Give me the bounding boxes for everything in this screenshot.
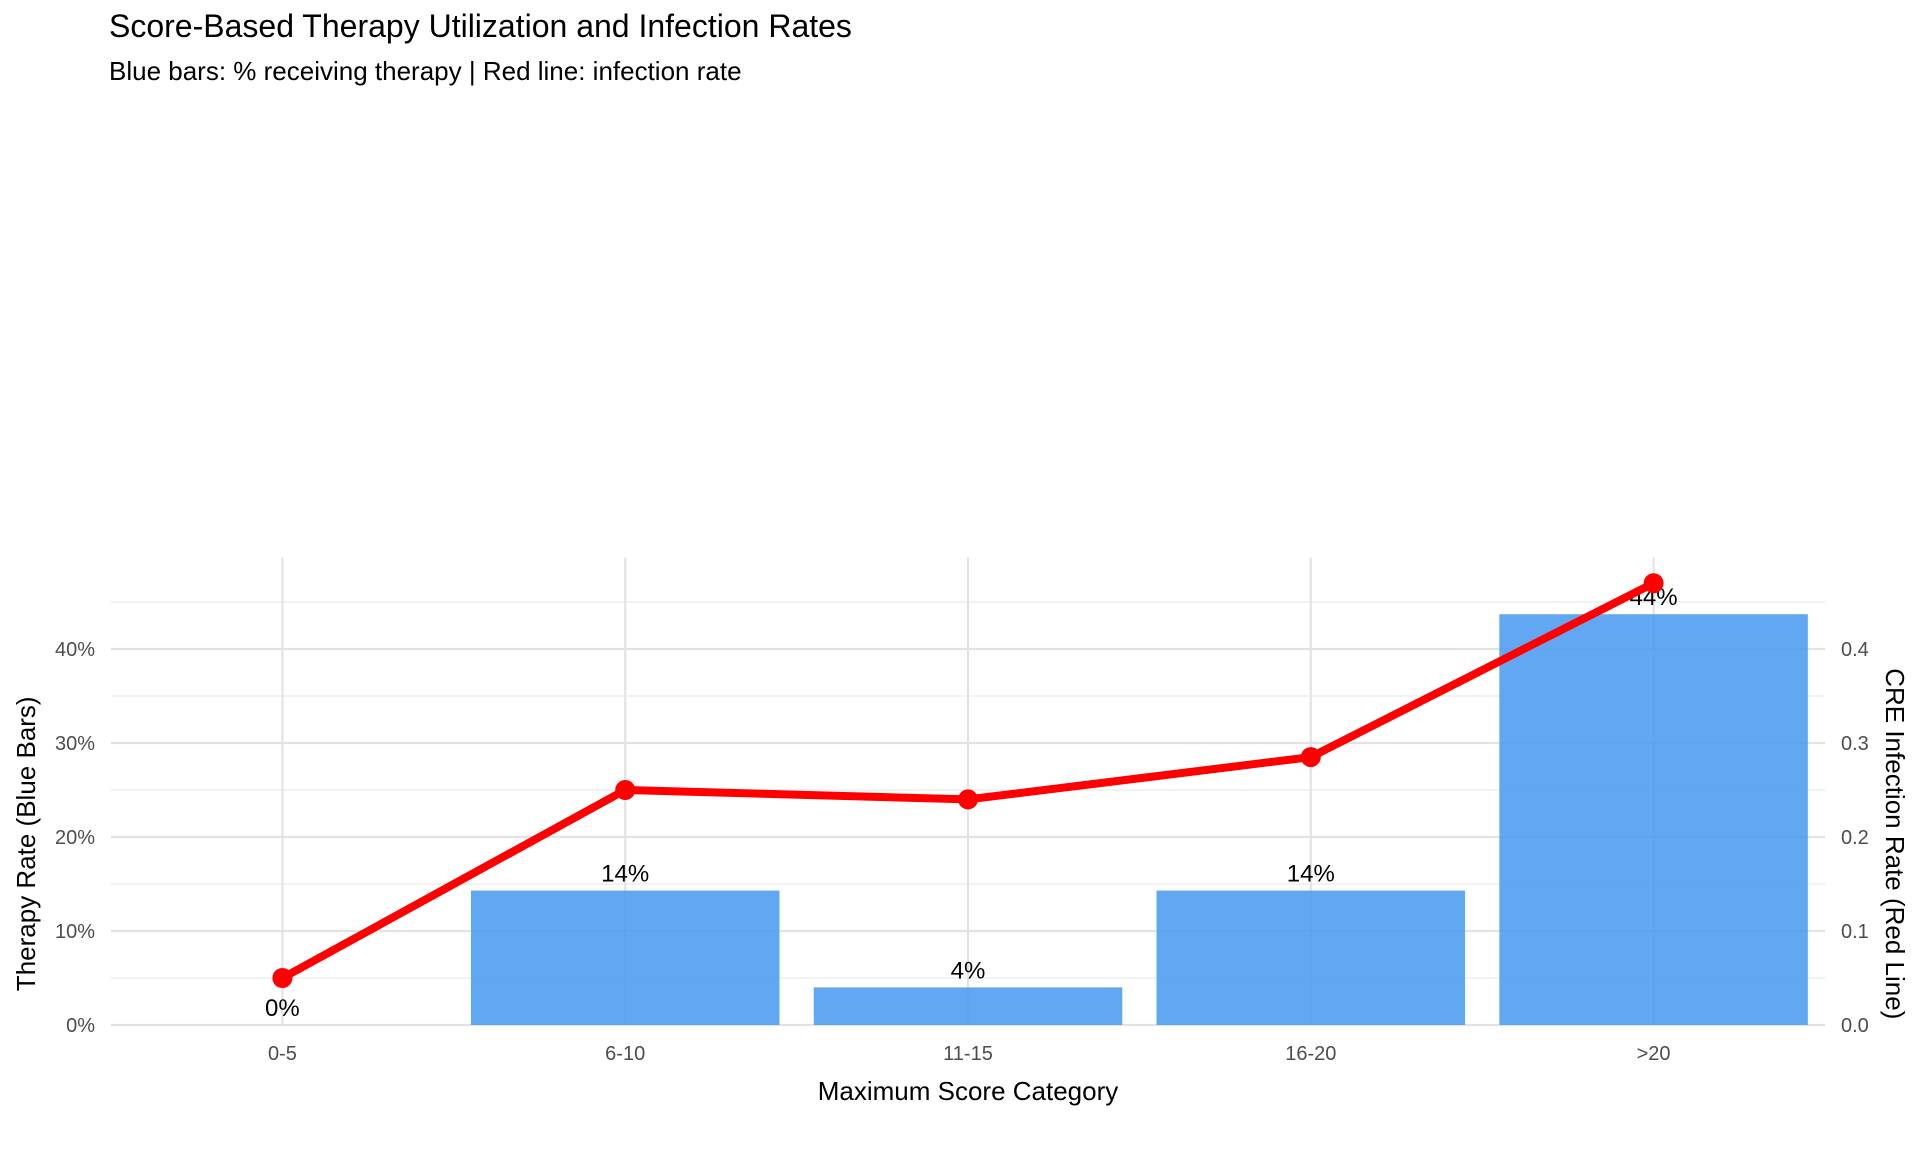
y-axis-title: Therapy Rate (Blue Bars) <box>11 696 41 991</box>
y2-tick-label: 0.1 <box>1841 921 1869 943</box>
x-tick-label: 0-5 <box>268 1043 297 1065</box>
y2-tick-label: 0.4 <box>1841 639 1869 661</box>
bar-data-label: 4% <box>951 957 986 984</box>
x-tick-label: 11-15 <box>943 1043 993 1065</box>
bar-data-label: 14% <box>1287 861 1335 888</box>
infection-rate-point <box>958 789 978 810</box>
y2-tick-label: 0.0 <box>1841 1015 1869 1037</box>
infection-rate-point <box>272 968 293 988</box>
x-axis-title: Maximum Score Category <box>818 1076 1119 1106</box>
x-tick-label: 16-20 <box>1285 1043 1336 1065</box>
bar-11-15 <box>813 987 1123 1025</box>
x-tick-label: >20 <box>1637 1043 1671 1065</box>
bar->20 <box>1499 614 1808 1025</box>
infection-rate-point <box>615 780 636 800</box>
y-tick-label: 0% <box>66 1015 95 1037</box>
y2-tick-label: 0.3 <box>1841 733 1869 755</box>
y-tick-label: 10% <box>55 921 95 943</box>
y-tick-label: 40% <box>55 639 95 661</box>
y2-tick-label: 0.2 <box>1841 827 1869 849</box>
bar-16-20 <box>1156 890 1466 1025</box>
chart-subtitle: Blue bars: % receiving therapy | Red lin… <box>109 56 742 86</box>
y-tick-label: 20% <box>55 827 95 849</box>
bar-6-10 <box>470 890 780 1025</box>
infection-rate-point <box>1300 747 1321 768</box>
y-tick-label: 30% <box>55 733 95 755</box>
chart-title: Score-Based Therapy Utilization and Infe… <box>109 8 852 44</box>
y2-axis-title: CRE Infection Rate (Red Line) <box>1880 668 1910 1019</box>
infection-rate-point <box>1643 573 1664 594</box>
bar-data-label: 0% <box>265 995 300 1022</box>
x-tick-label: 6-10 <box>605 1043 645 1065</box>
bar-data-label: 14% <box>601 861 649 888</box>
